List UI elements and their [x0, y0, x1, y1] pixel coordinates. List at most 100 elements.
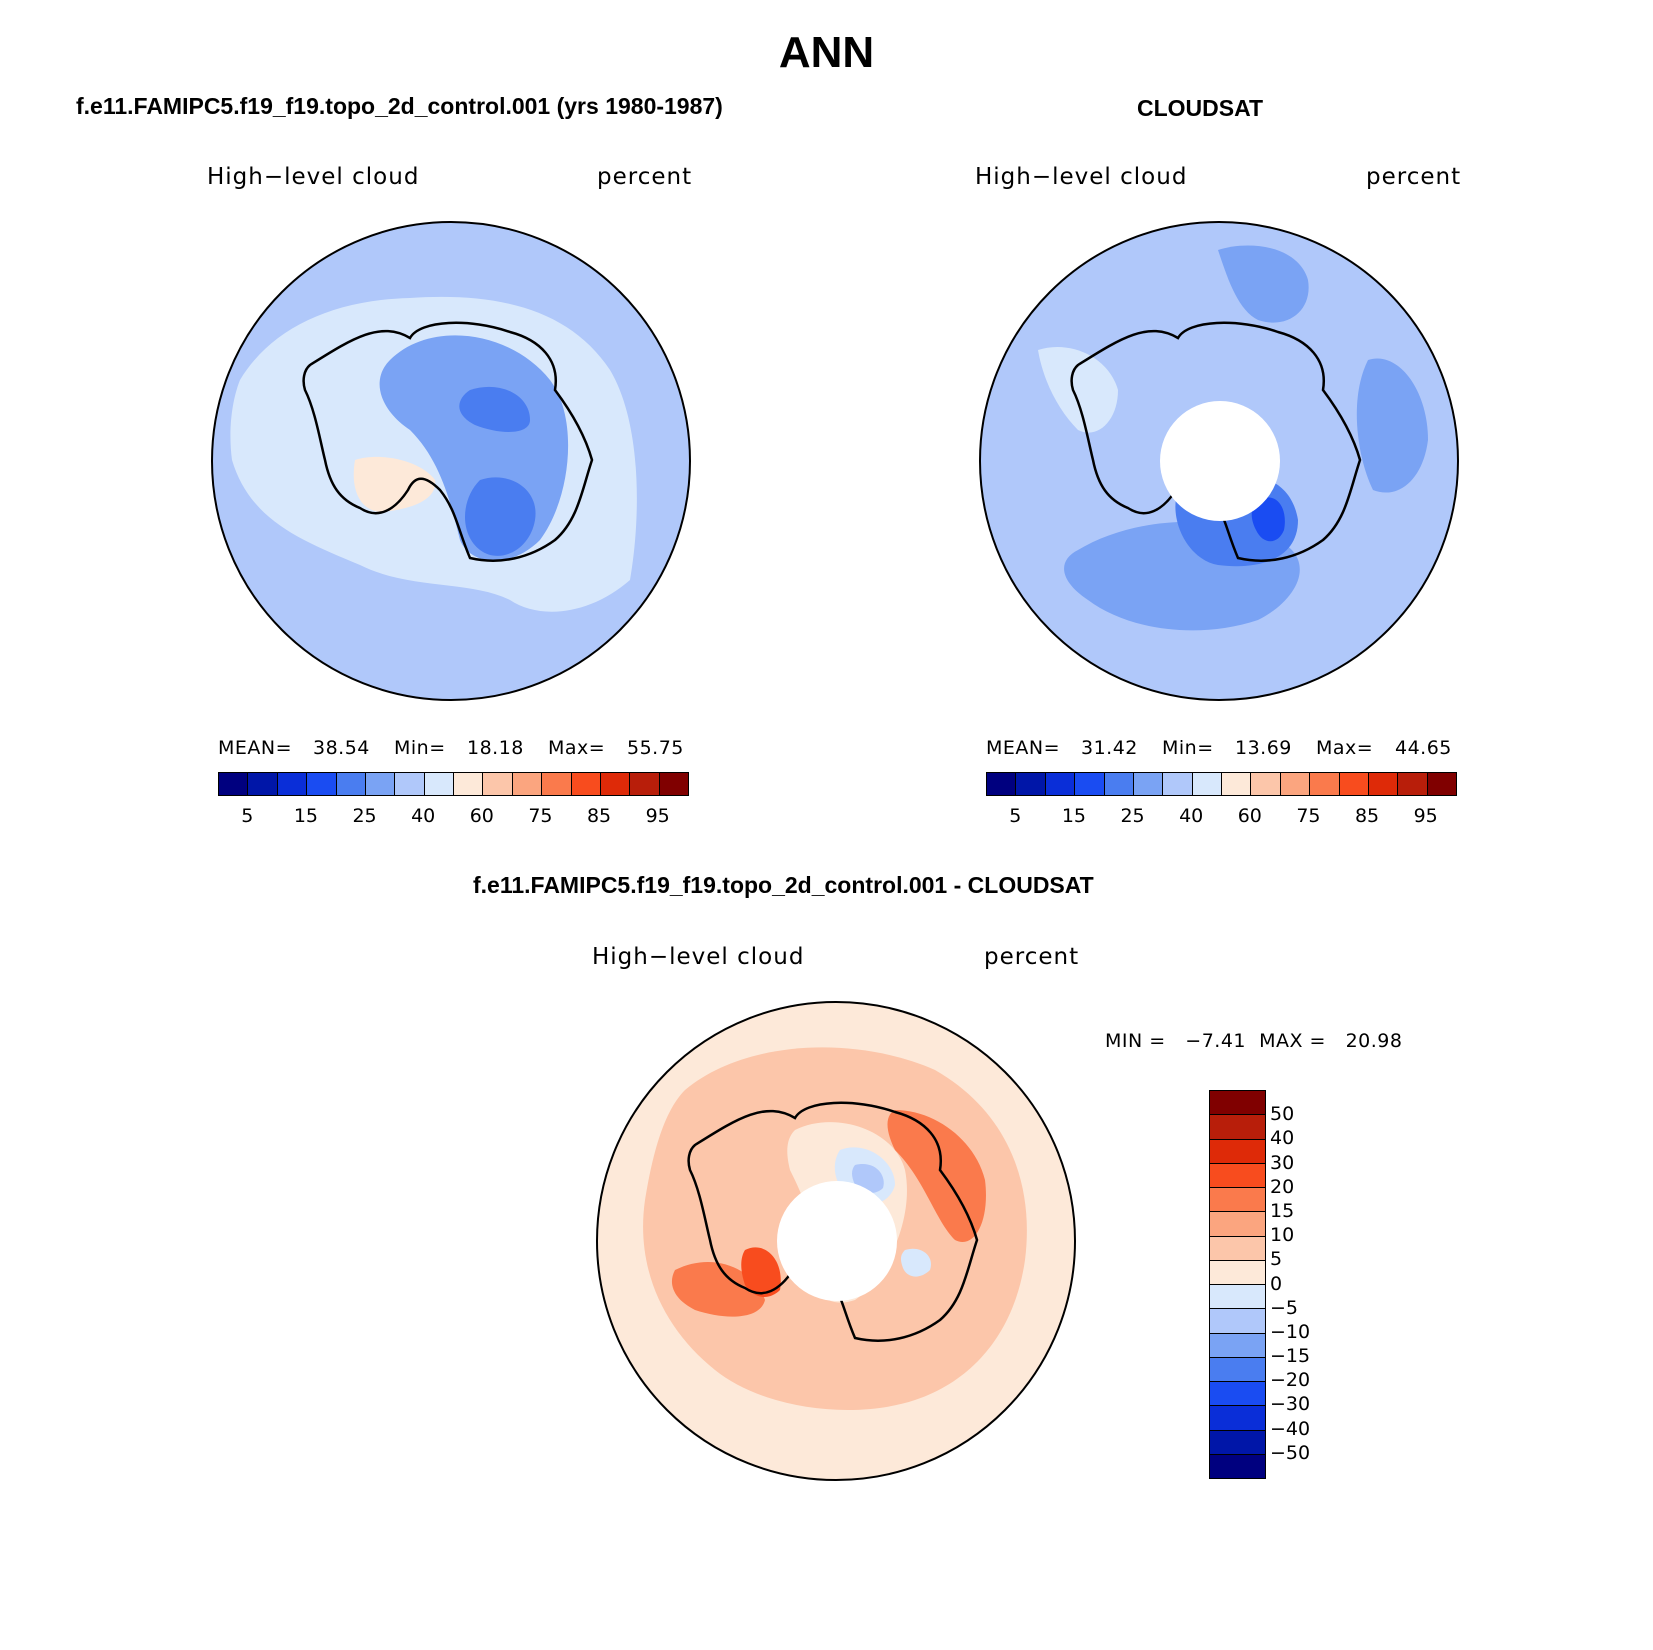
model-colorbar-box [395, 773, 425, 795]
diff-colorbar-tick-label: 20 [1270, 1175, 1295, 1198]
diff-colorbar-box [1210, 1430, 1265, 1455]
obs-mean-value: 31.42 [1081, 737, 1138, 759]
model-colorbar-box [630, 773, 660, 795]
obs-mean-label: MEAN= [986, 737, 1061, 759]
model-case-title: f.e11.FAMIPC5.f19_f19.topo_2d_control.00… [76, 93, 723, 119]
diff-case-title: f.e11.FAMIPC5.f19_f19.topo_2d_control.00… [473, 872, 1094, 898]
obs-colorbar-box [1075, 773, 1105, 795]
model-contour-dark1 [459, 386, 530, 432]
model-colorbar-tick-label: 95 [645, 805, 670, 827]
diff-colorbar-box [1210, 1333, 1265, 1358]
diff-colorbar-box [1210, 1382, 1265, 1407]
diff-colorbar-tick-label: 30 [1270, 1151, 1295, 1174]
model-colorbar-box [542, 773, 572, 795]
obs-contour-darkest [1251, 497, 1285, 542]
model-max-value: 55.75 [627, 737, 684, 759]
model-contour-dark2 [465, 477, 536, 556]
diff-colorbar-tick-label: −5 [1270, 1296, 1299, 1319]
obs-colorbar-tick-label: 60 [1237, 805, 1262, 827]
obs-colorbar-box [1427, 773, 1456, 795]
diff-colorbar-tick-label: 5 [1270, 1248, 1283, 1271]
diff-polar-map [596, 1001, 1076, 1481]
diff-missing-data-hole [777, 1181, 897, 1301]
obs-min-value: 13.69 [1235, 737, 1292, 759]
diff-contour-cool3 [900, 1248, 931, 1277]
diff-colorbar-box [1210, 1406, 1265, 1431]
obs-colorbar [986, 772, 1457, 796]
obs-colorbar-tick-label: 40 [1179, 805, 1204, 827]
obs-polar-map [979, 221, 1459, 701]
model-colorbar-tick-label: 15 [293, 805, 319, 827]
obs-colorbar-box [1163, 773, 1193, 795]
model-variable-label: High−level cloud [207, 164, 420, 190]
obs-colorbar-box [1310, 773, 1340, 795]
diff-colorbar-tick-label: 50 [1270, 1103, 1295, 1126]
model-colorbar [218, 772, 689, 796]
diff-colorbar-box [1210, 1285, 1265, 1310]
diff-units-label: percent [984, 944, 1080, 970]
diff-colorbar-box [1210, 1357, 1265, 1382]
diff-contour-warm4 [741, 1247, 781, 1297]
model-colorbar-box [336, 773, 366, 795]
diff-colorbar-box [1210, 1309, 1265, 1334]
model-colorbar-box [571, 773, 601, 795]
model-max-label: Max= [548, 737, 606, 759]
model-colorbar-box [365, 773, 396, 795]
model-colorbar-box [483, 773, 513, 795]
model-colorbar-tick-label: 40 [411, 805, 436, 827]
diff-coastline [687, 1101, 979, 1342]
diff-contour-warm2 [887, 1110, 986, 1242]
model-min-label: Min= [394, 737, 446, 759]
obs-colorbar-box [987, 773, 1017, 795]
model-colorbar-tick-label: 25 [352, 805, 377, 827]
obs-contour-light [1038, 346, 1118, 433]
diff-colorbar-tick-label: 10 [1270, 1224, 1295, 1247]
model-colorbar-box [659, 773, 688, 795]
obs-units-label: percent [1366, 164, 1462, 190]
diff-colorbar-tick-label: 0 [1270, 1272, 1283, 1295]
obs-variable-label: High−level cloud [975, 164, 1188, 190]
obs-colorbar-box [1192, 773, 1222, 795]
diff-colorbar-tick-label: −50 [1270, 1441, 1311, 1464]
obs-colorbar-box [1016, 773, 1046, 795]
diff-colorbar-box [1210, 1188, 1265, 1213]
model-colorbar-tick-label: 75 [528, 805, 553, 827]
obs-colorbar-tick-label: 85 [1354, 805, 1380, 827]
obs-colorbar-box [1251, 773, 1281, 795]
figure-title: ANN [778, 28, 875, 77]
diff-minmax-label: MIN = −7.41 MAX = 20.98 [1105, 1030, 1403, 1052]
model-min-value: 18.18 [467, 737, 524, 759]
model-colorbar-tick-label: 5 [241, 805, 254, 827]
model-colorbar-box [600, 773, 631, 795]
diff-colorbar-tick-label: −20 [1270, 1369, 1311, 1392]
diff-colorbar-tick-label: −10 [1270, 1320, 1311, 1343]
model-polar-map [211, 221, 691, 701]
diff-colorbar-box [1210, 1454, 1265, 1478]
model-mean-label: MEAN= [218, 737, 293, 759]
model-colorbar-box [307, 773, 337, 795]
model-units-label: percent [597, 164, 693, 190]
diff-colorbar-tick-label: −30 [1270, 1393, 1311, 1416]
model-colorbar-box [219, 773, 249, 795]
obs-colorbar-tick-label: 15 [1061, 805, 1087, 827]
diff-colorbar-box [1210, 1260, 1265, 1285]
obs-coastline [1070, 321, 1362, 562]
obs-colorbar-box [1133, 773, 1164, 795]
obs-colorbar-box [1045, 773, 1076, 795]
diff-colorbar-box [1210, 1236, 1265, 1261]
model-colorbar-box [248, 773, 278, 795]
obs-colorbar-box [1368, 773, 1399, 795]
diff-colorbar-tick-label: 15 [1270, 1199, 1295, 1222]
model-colorbar-tick-label: 60 [469, 805, 494, 827]
diff-colorbar-box [1210, 1115, 1265, 1140]
diff-colorbar-box [1210, 1163, 1265, 1188]
obs-colorbar-box [1398, 773, 1428, 795]
obs-max-label: Max= [1316, 737, 1374, 759]
diff-colorbar-tick-label: 40 [1270, 1127, 1295, 1150]
model-colorbar-box [512, 773, 543, 795]
obs-colorbar-box [1104, 773, 1134, 795]
diff-contour-warm3 [671, 1261, 765, 1317]
model-colorbar-tick-label: 85 [586, 805, 612, 827]
diff-colorbar-box [1210, 1212, 1265, 1237]
diff-colorbar-box [1210, 1139, 1265, 1164]
